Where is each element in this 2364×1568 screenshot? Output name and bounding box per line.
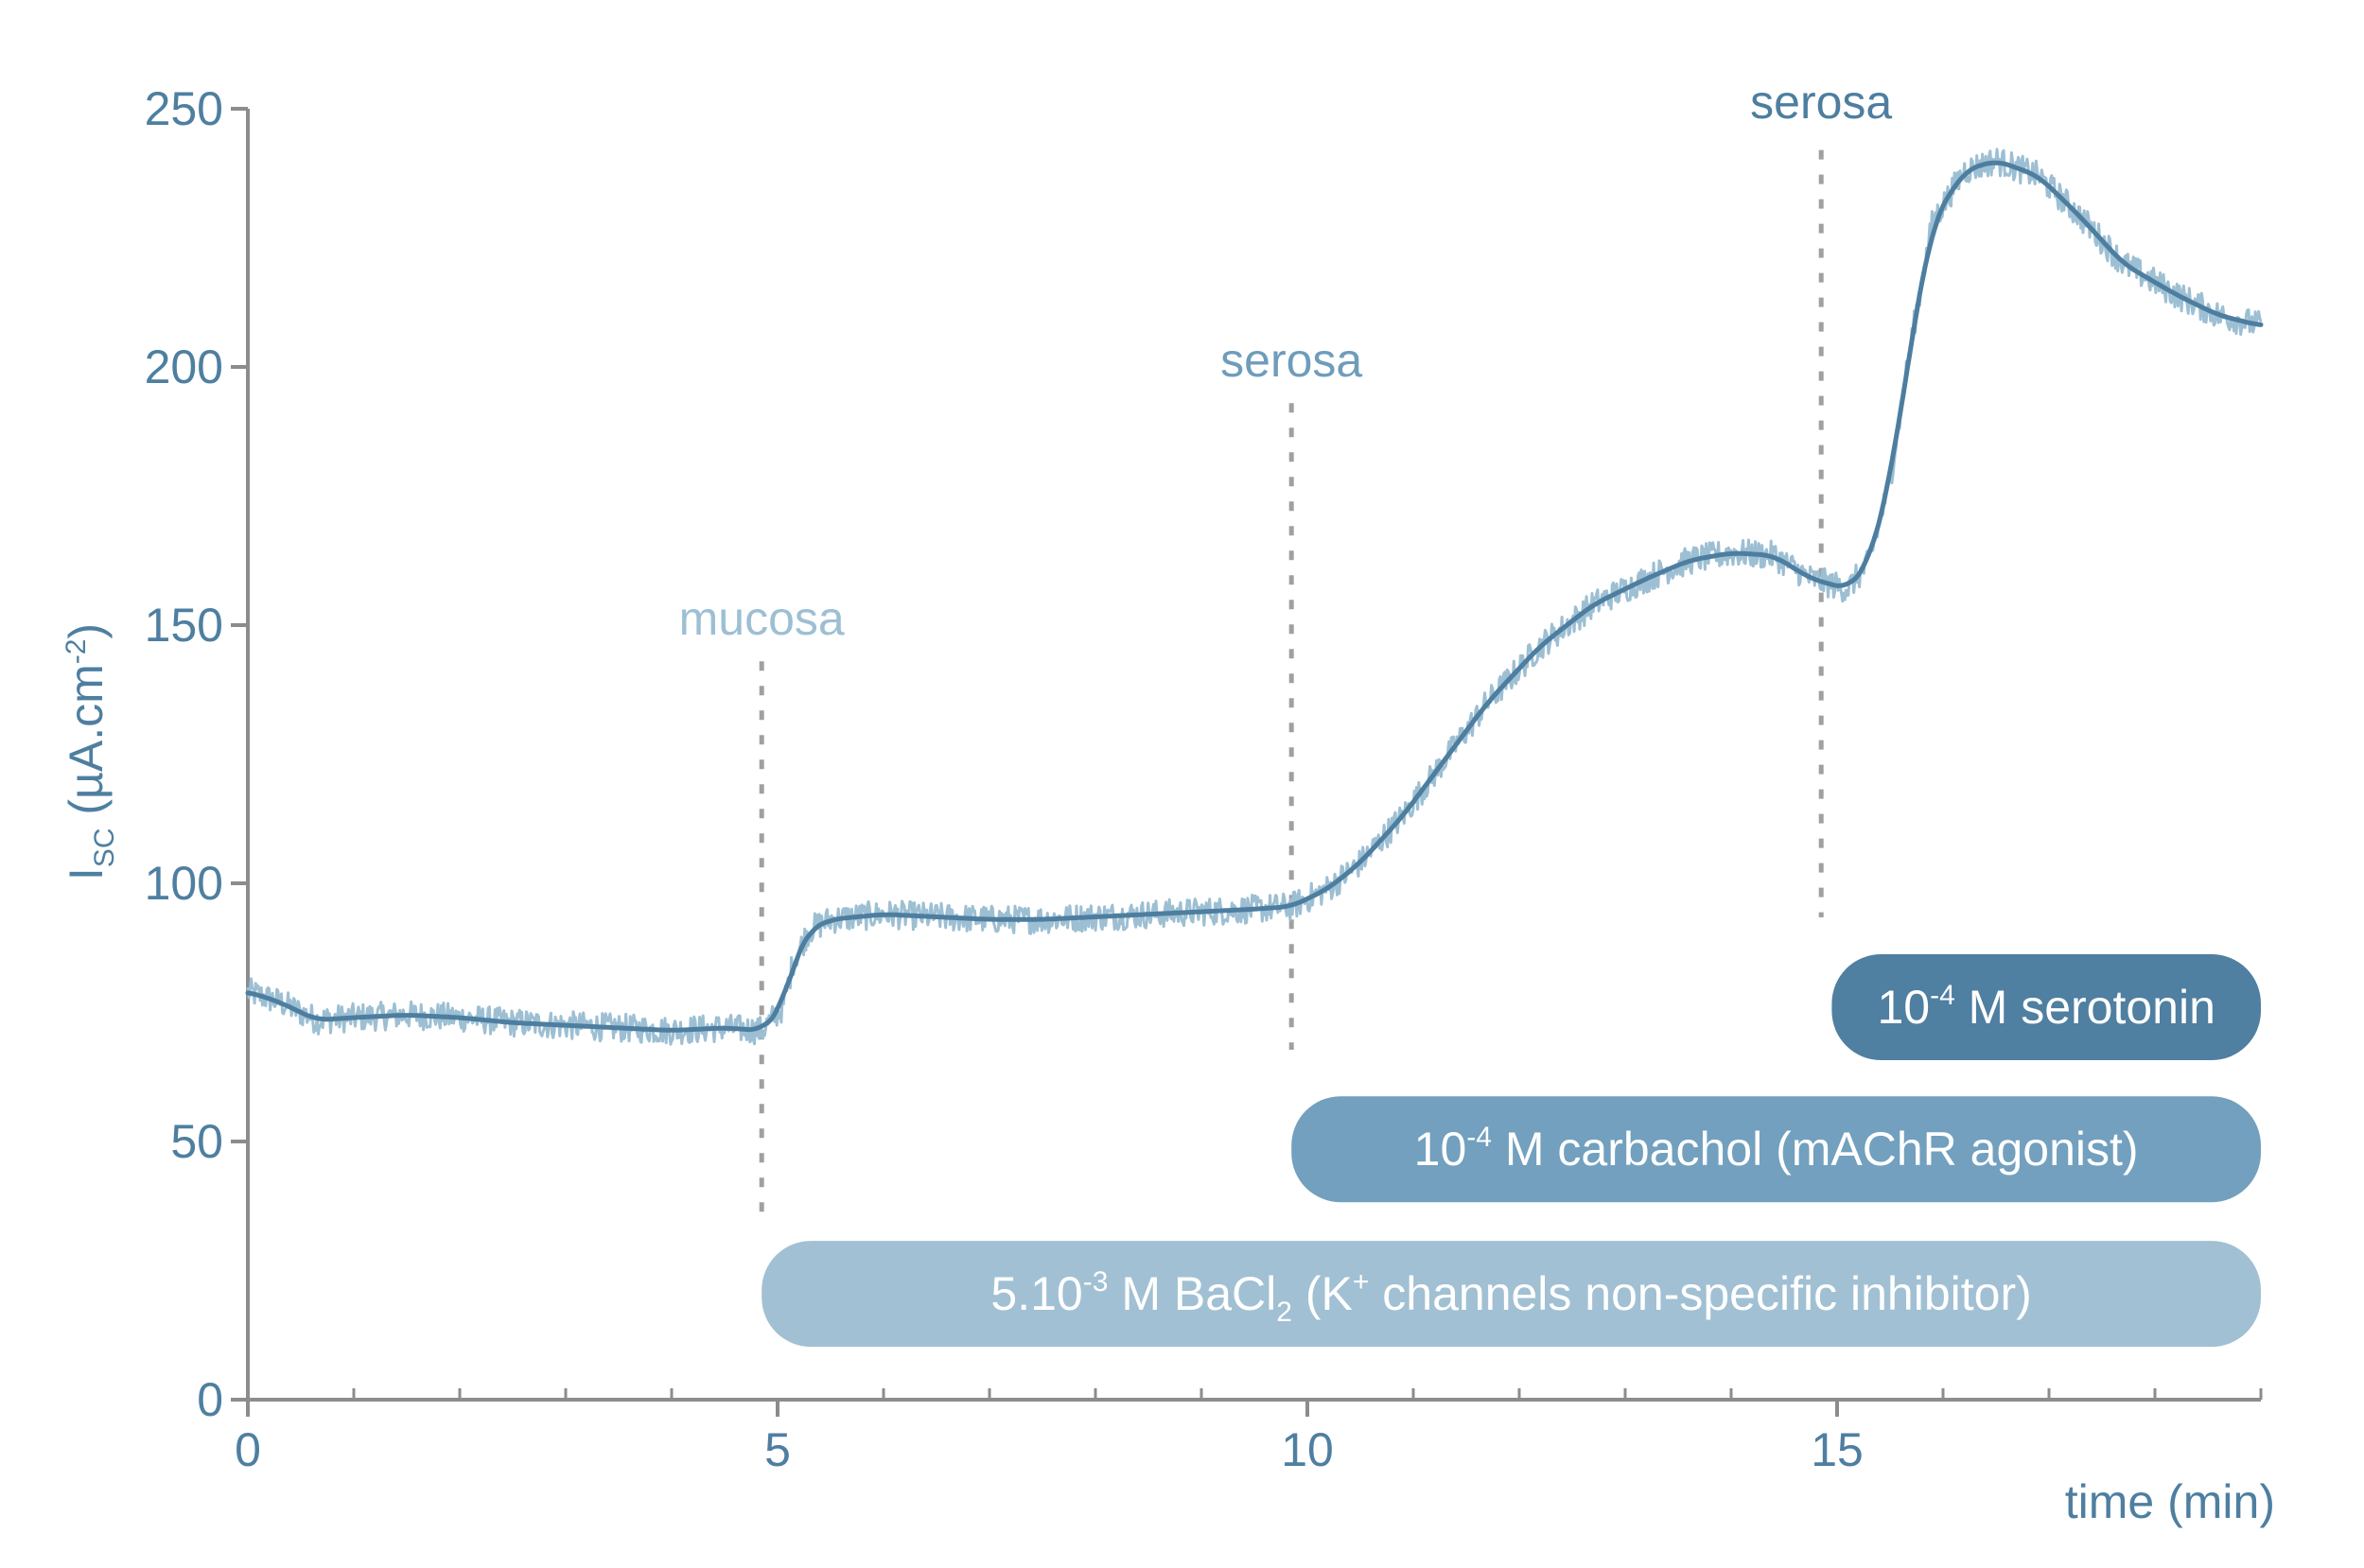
treatment-bar: [1291, 1096, 2261, 1203]
treatment-label: 10-4 M serotonin: [1877, 980, 2215, 1034]
y-tick-label: 250: [145, 82, 223, 135]
x-axis-title: time (min): [2065, 1475, 2275, 1528]
y-axis-title-sub: SC: [89, 828, 120, 868]
x-tick-label: 15: [1811, 1423, 1864, 1476]
y-tick-label: 100: [145, 857, 223, 910]
smoothed-trace-line: [245, 160, 2264, 1033]
y-axis-title-end: ): [60, 623, 113, 639]
treatment-label: 5.10-3 M BaCl2 (K+ channels non-specific…: [990, 1266, 2031, 1328]
axes: [246, 109, 2261, 1402]
x-tick-label: 5: [764, 1423, 791, 1476]
y-tick-label: 50: [170, 1115, 223, 1168]
y-axis-title-main: I: [60, 867, 113, 880]
trace: [245, 148, 2264, 1046]
y-axis-title-sup: -2: [61, 639, 92, 665]
tick-marks: 0 50 100 150 200 250 0 5 10 15: [145, 82, 2263, 1476]
addition-label: serosa: [1750, 76, 1892, 129]
x-tick-label: 10: [1281, 1423, 1334, 1476]
treatment-bars: 10-4 M serotonin 10-4 M carbachol (mAChR …: [762, 954, 2262, 1348]
y-tick-label: 0: [197, 1373, 223, 1426]
addition-label: serosa: [1220, 334, 1362, 387]
treatment-label: 10-4 M carbachol (mAChR agonist): [1414, 1122, 2139, 1176]
y-axis-title-rest: (µA.cm: [60, 664, 113, 828]
addition-markers: mucosa serosa serosa: [679, 76, 1892, 1220]
x-tick-label: 0: [235, 1423, 261, 1476]
y-tick-label: 150: [145, 599, 223, 652]
y-axis-title: ISC (µA.cm-2): [60, 623, 120, 880]
treatment-bar: [762, 1241, 2262, 1348]
y-tick-label: 200: [145, 340, 223, 393]
addition-label: mucosa: [679, 592, 845, 645]
treatment-bar: [1831, 954, 2261, 1061]
